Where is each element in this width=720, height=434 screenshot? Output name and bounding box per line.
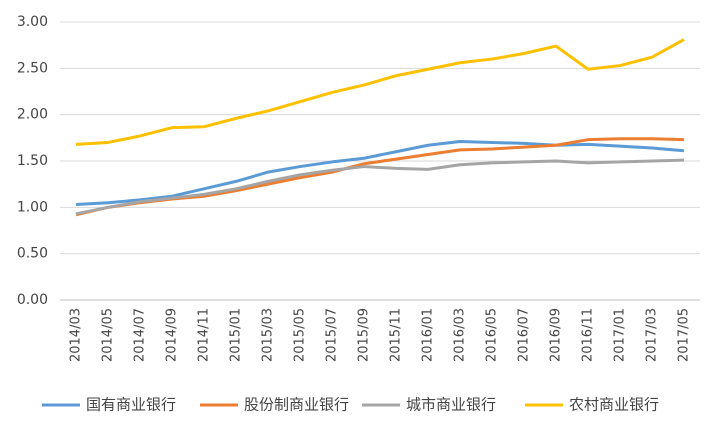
x-tick-label: 2014/11 [197,308,212,362]
x-tick-label: 2016/07 [517,308,532,362]
x-tick-label: 2016/11 [581,308,596,362]
x-tick-label: 2015/11 [389,308,404,362]
x-tick-label: 2014/05 [101,308,116,362]
x-tick-label: 2017/01 [613,308,628,362]
legend-label: 农村商业银行 [569,396,659,414]
legend-label: 股份制商业银行 [244,396,349,414]
x-tick-label: 2015/07 [325,308,340,362]
y-tick-label: 1.50 [17,153,48,169]
x-tick-label: 2016/01 [421,308,436,362]
x-tick-label: 2017/03 [645,308,660,362]
x-tick-label: 2017/05 [677,308,692,362]
x-tick-label: 2016/05 [485,308,500,362]
legend-label: 国有商业银行 [86,396,176,414]
x-tick-label: 2014/07 [133,308,148,362]
x-tick-label: 2015/05 [293,308,308,362]
y-tick-label: 2.00 [17,107,48,123]
x-tick-label: 2016/09 [549,308,564,362]
x-tick-label: 2015/09 [357,308,372,362]
y-tick-label: 2.50 [17,60,48,76]
x-tick-label: 2015/01 [229,308,244,362]
x-tick-label: 2014/03 [69,308,84,362]
x-tick-label: 2016/03 [453,308,468,362]
series-line [75,38,685,146]
x-tick-label: 2015/03 [261,308,276,362]
series-line [75,158,685,216]
y-tick-label: 3.00 [17,14,48,30]
legend-label: 城市商业银行 [406,396,496,414]
x-tick-label: 2014/09 [165,308,180,362]
y-tick-label: 0.50 [17,246,48,262]
y-tick-label: 1.00 [17,199,48,215]
y-tick-label: 0.00 [17,292,48,308]
series-line [75,140,685,207]
